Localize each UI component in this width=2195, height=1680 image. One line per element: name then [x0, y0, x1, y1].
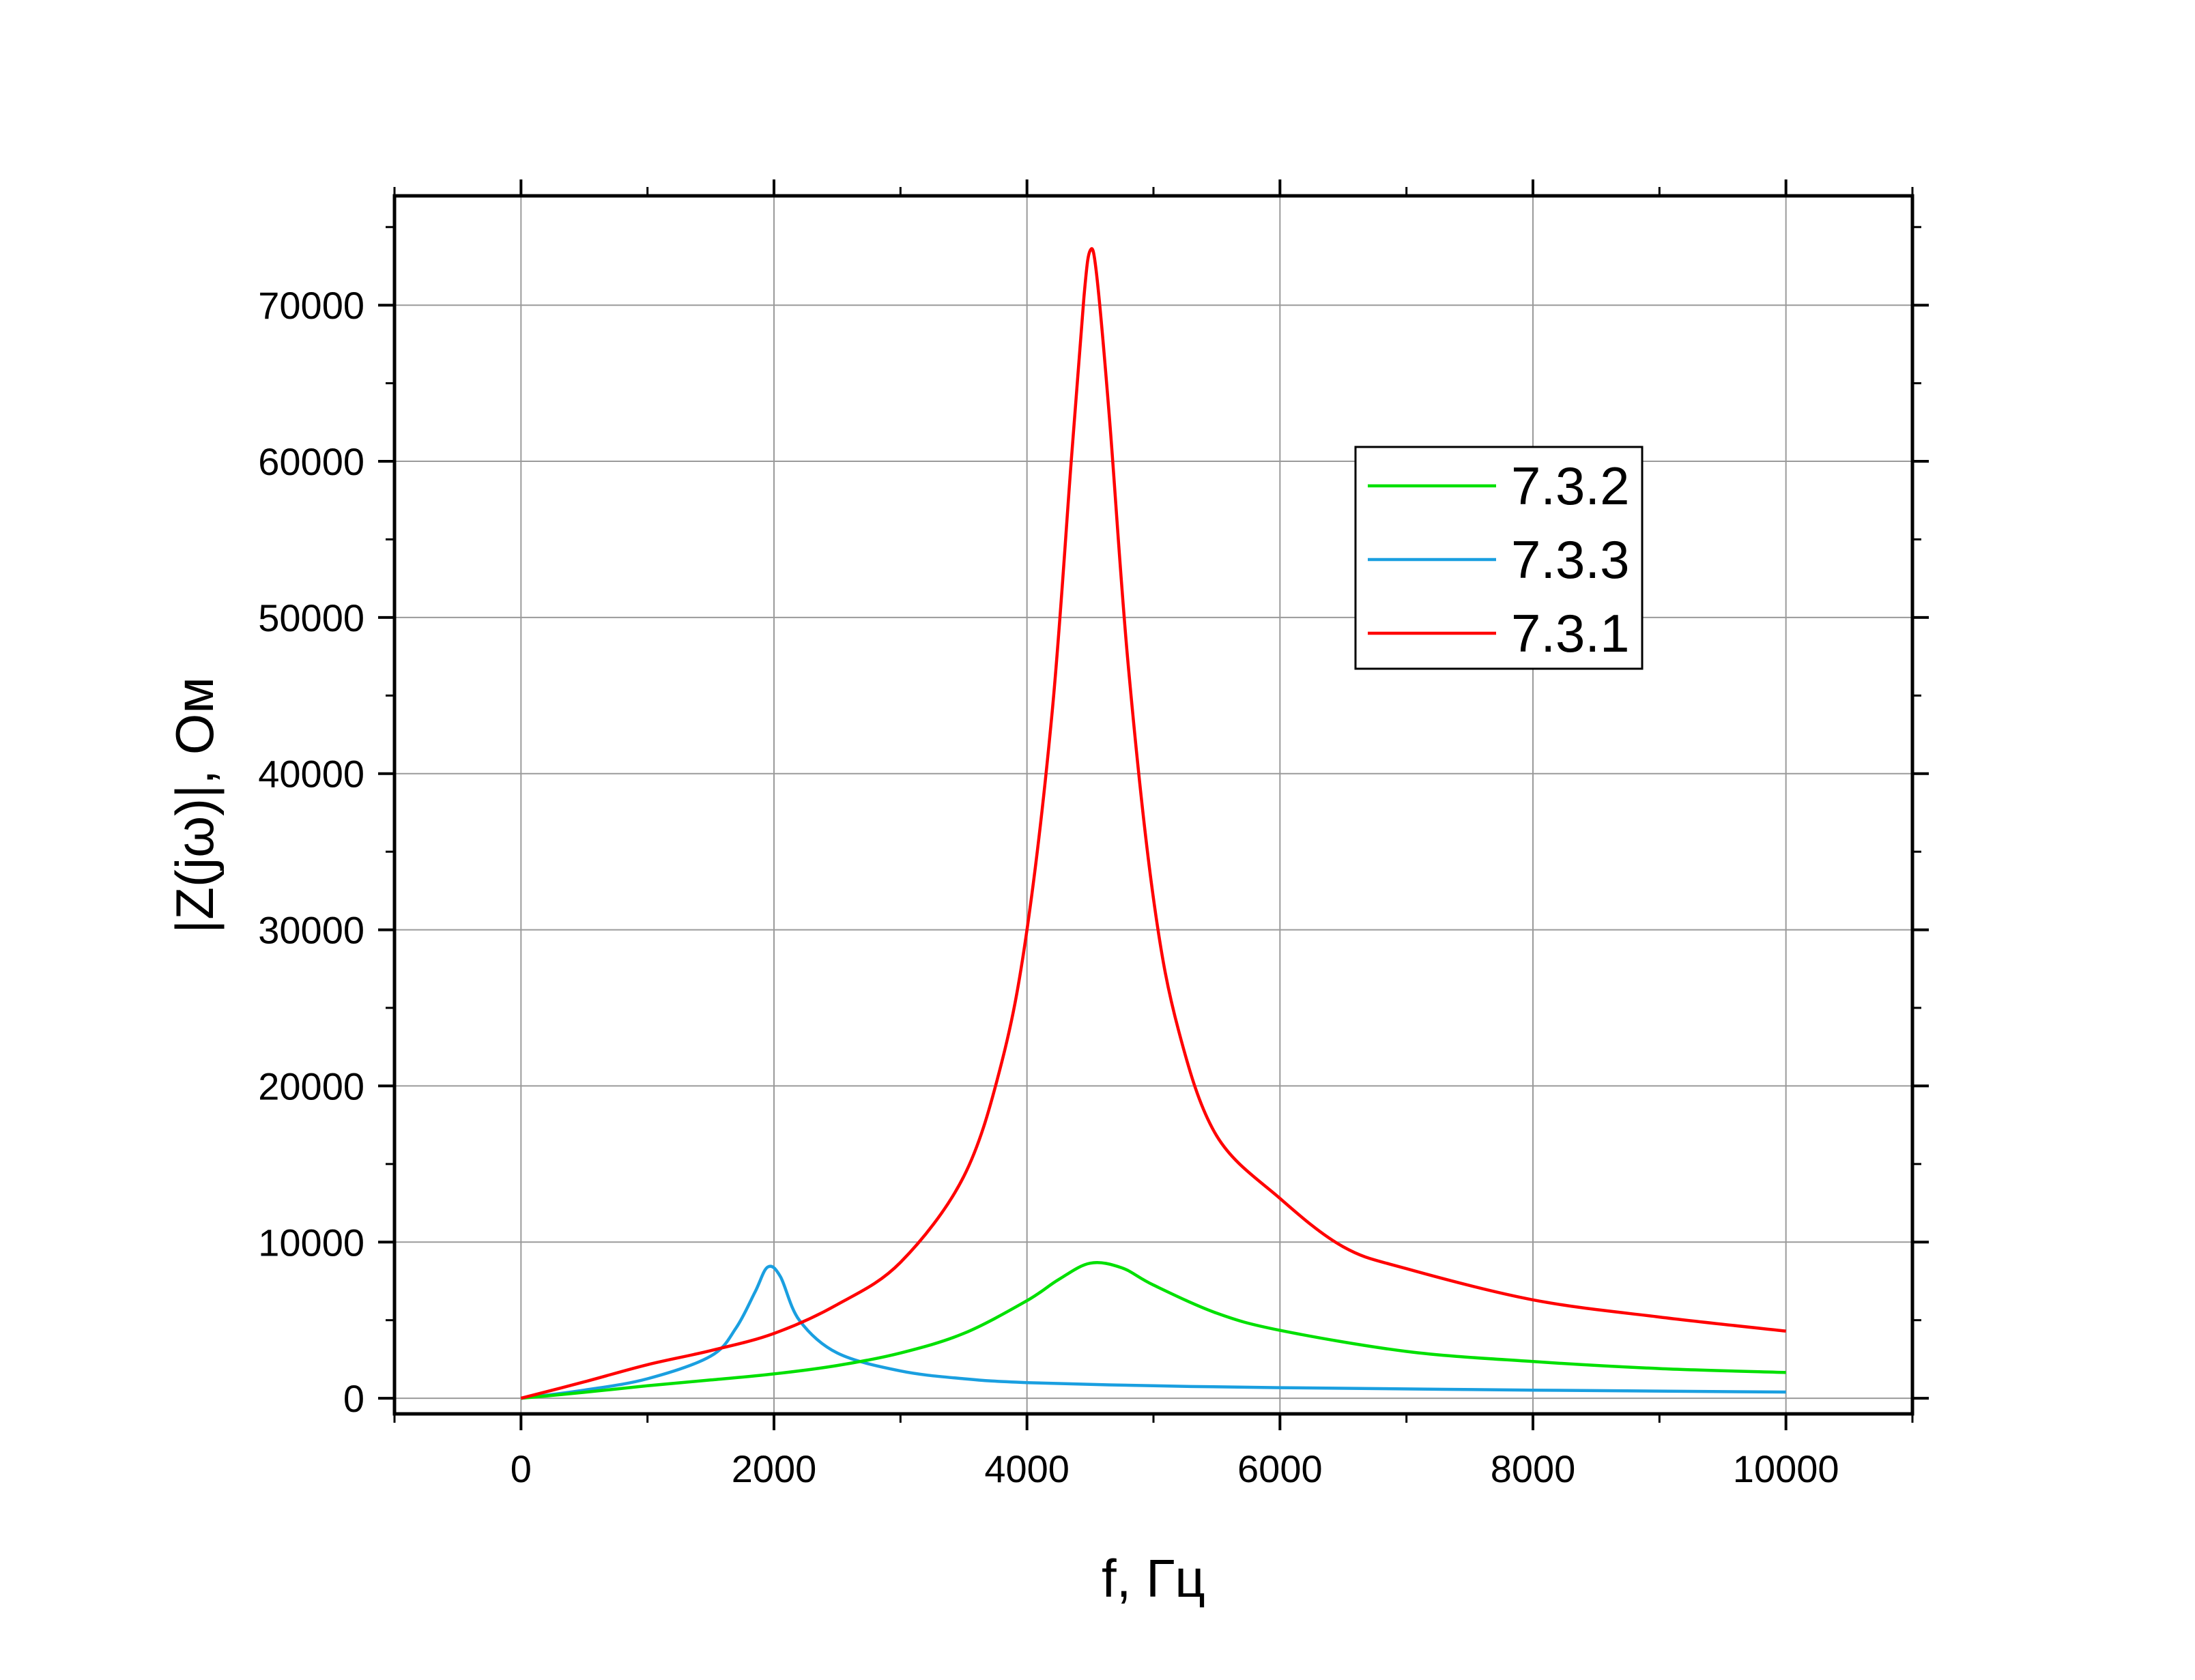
x-tick-label: 10000 — [1733, 1447, 1839, 1490]
grid-lines — [394, 196, 1912, 1414]
y-tick-label: 30000 — [258, 909, 364, 952]
x-tick-label: 2000 — [732, 1447, 817, 1490]
y-tick-label: 40000 — [258, 753, 364, 796]
y-tick-label: 70000 — [258, 284, 364, 327]
series-layer — [520, 247, 1786, 1400]
x-axis-tick-labels: 0 2000 4000 6000 8000 10000 — [511, 1447, 1839, 1490]
x-tick-label: 8000 — [1491, 1447, 1576, 1490]
y-tick-label: 0 — [343, 1377, 364, 1420]
series-line-7-3-3 — [521, 1264, 1786, 1400]
x-axis-title: f, Гц — [1102, 1548, 1205, 1608]
series-line-7-3-2 — [521, 1261, 1786, 1400]
legend-label: 7.3.2 — [1511, 456, 1629, 516]
y-tick-label: 10000 — [258, 1221, 364, 1264]
y-axis-tick-labels: 0 10000 20000 30000 40000 50000 60000 70000 — [258, 284, 364, 1420]
y-axis-title: |Z(jω)|, Ом — [164, 677, 225, 933]
series-line-7-3-1 — [520, 247, 1786, 1400]
axis-ticks — [378, 179, 1929, 1430]
y-tick-label: 60000 — [258, 440, 364, 483]
legend: 7.3.2 7.3.3 7.3.1 — [1354, 446, 1644, 670]
x-tick-label: 0 — [511, 1447, 532, 1490]
x-tick-label: 4000 — [984, 1447, 1070, 1490]
legend-label: 7.3.1 — [1511, 603, 1629, 663]
y-tick-label: 20000 — [258, 1065, 364, 1107]
y-tick-label: 50000 — [258, 596, 364, 639]
x-tick-label: 6000 — [1237, 1447, 1323, 1490]
legend-label: 7.3.3 — [1511, 530, 1629, 590]
